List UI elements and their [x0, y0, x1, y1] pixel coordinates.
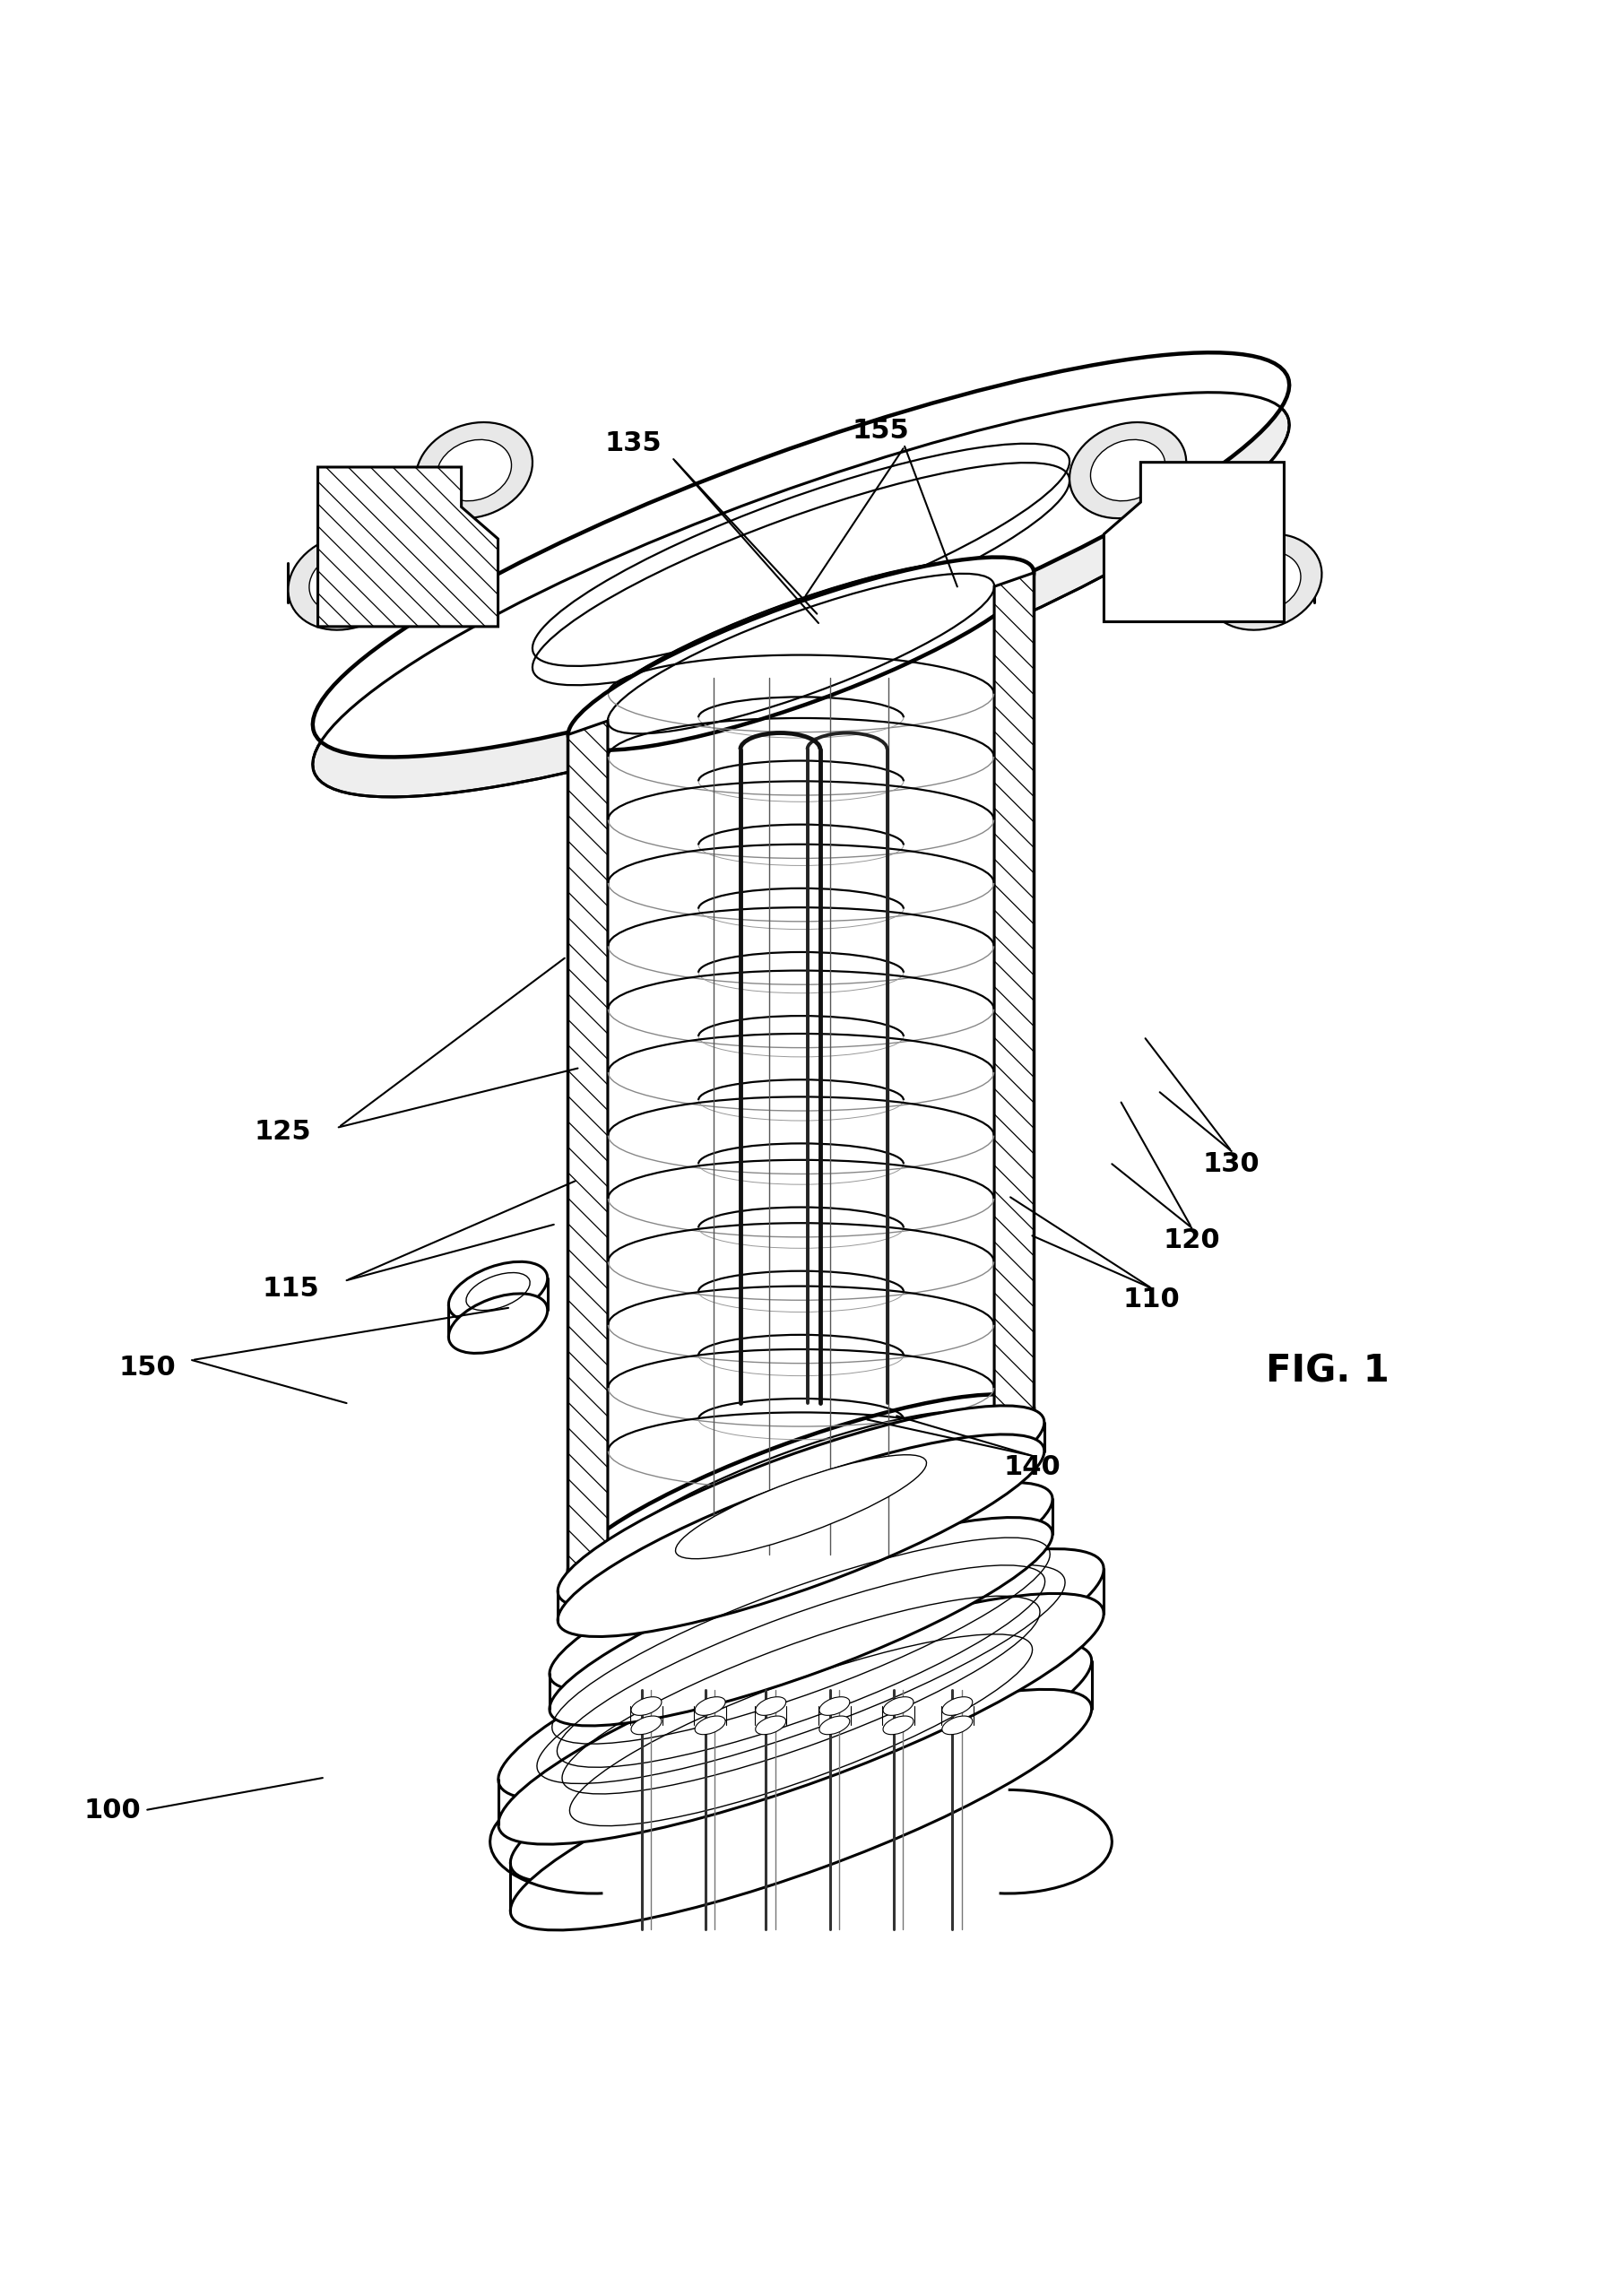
Text: 155: 155	[852, 418, 910, 443]
Ellipse shape	[883, 1715, 913, 1733]
Ellipse shape	[1091, 439, 1165, 501]
Polygon shape	[317, 466, 498, 627]
Text: 140: 140	[1003, 1453, 1061, 1481]
Ellipse shape	[511, 1642, 1091, 1883]
Ellipse shape	[1070, 422, 1185, 519]
Ellipse shape	[942, 1697, 972, 1715]
Ellipse shape	[569, 1394, 1033, 1587]
Ellipse shape	[288, 535, 405, 629]
Ellipse shape	[883, 1697, 913, 1715]
Ellipse shape	[676, 1456, 926, 1559]
Ellipse shape	[607, 1410, 995, 1570]
Text: 115: 115	[263, 1274, 319, 1302]
Ellipse shape	[498, 1593, 1104, 1844]
Ellipse shape	[756, 1715, 787, 1733]
Polygon shape	[1104, 461, 1285, 622]
Ellipse shape	[449, 1263, 548, 1320]
Ellipse shape	[417, 422, 532, 519]
Ellipse shape	[756, 1697, 787, 1715]
Ellipse shape	[590, 560, 1003, 730]
Text: 120: 120	[1163, 1228, 1221, 1254]
Text: 110: 110	[1123, 1286, 1181, 1313]
Ellipse shape	[312, 393, 1290, 797]
Ellipse shape	[312, 354, 1290, 758]
Ellipse shape	[1226, 551, 1301, 613]
Polygon shape	[569, 721, 607, 1573]
Ellipse shape	[557, 1405, 1045, 1607]
Ellipse shape	[532, 443, 1070, 666]
Ellipse shape	[695, 1715, 726, 1733]
Text: 125: 125	[255, 1118, 311, 1146]
Ellipse shape	[1205, 535, 1322, 629]
Ellipse shape	[437, 439, 511, 501]
Ellipse shape	[695, 1697, 726, 1715]
Ellipse shape	[819, 1697, 849, 1715]
Ellipse shape	[309, 551, 384, 613]
Polygon shape	[569, 572, 1033, 1573]
Ellipse shape	[942, 1715, 972, 1733]
Ellipse shape	[819, 1715, 849, 1733]
Ellipse shape	[631, 1715, 662, 1733]
Text: 130: 130	[1203, 1150, 1261, 1178]
Ellipse shape	[631, 1697, 662, 1715]
Ellipse shape	[569, 558, 1033, 751]
Ellipse shape	[549, 1518, 1053, 1727]
Ellipse shape	[549, 1483, 1053, 1690]
Ellipse shape	[610, 597, 982, 751]
Text: FIG. 1: FIG. 1	[1266, 1352, 1389, 1389]
Polygon shape	[995, 572, 1033, 1424]
Ellipse shape	[607, 574, 995, 735]
Ellipse shape	[498, 1550, 1104, 1800]
Ellipse shape	[557, 1435, 1045, 1637]
Text: 150: 150	[119, 1355, 176, 1382]
Text: 100: 100	[83, 1798, 141, 1823]
Ellipse shape	[449, 1293, 548, 1352]
Text: 135: 135	[606, 429, 662, 457]
Ellipse shape	[511, 1690, 1091, 1931]
